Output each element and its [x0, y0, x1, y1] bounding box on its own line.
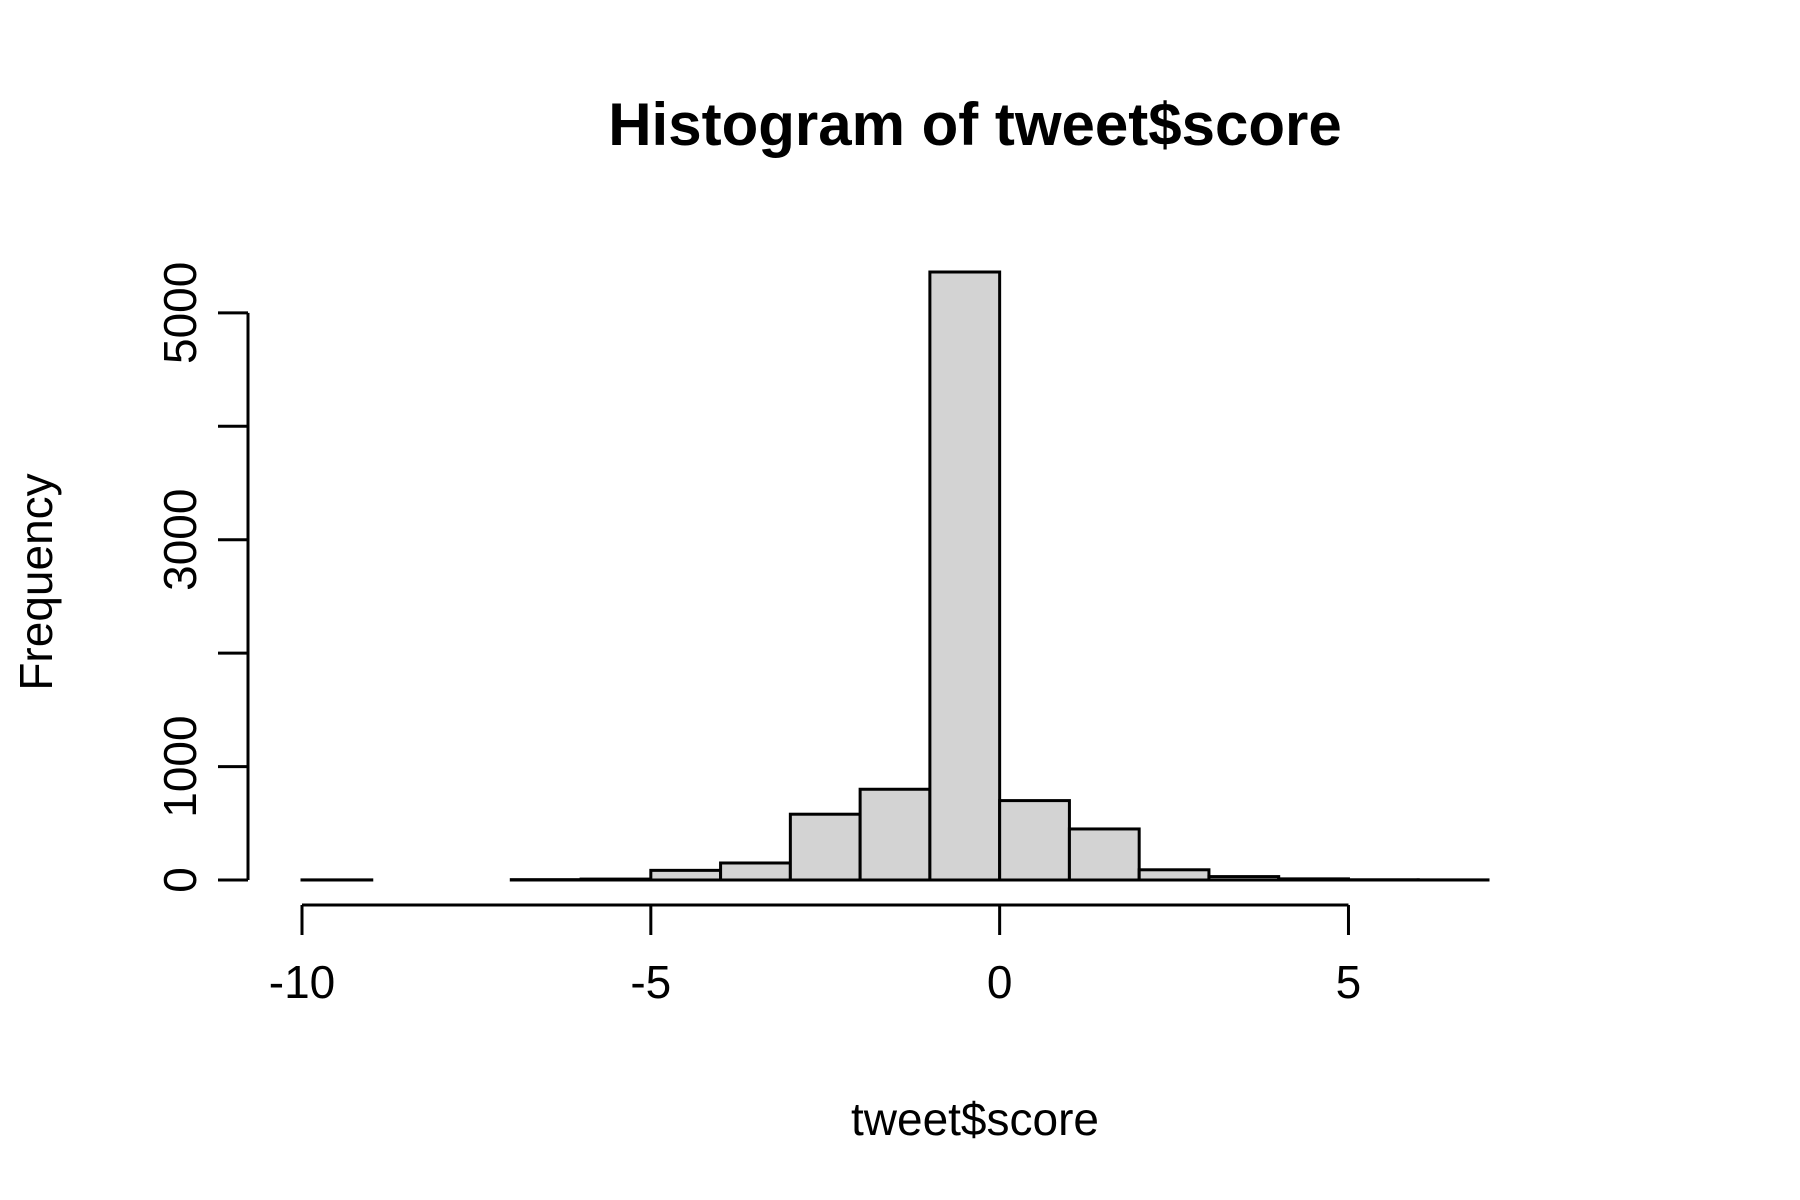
y-axis-label: Frequency	[10, 473, 62, 690]
y-axis: 0 1000 3000 5000	[154, 262, 250, 893]
x-tick-label: -5	[630, 956, 671, 1008]
histogram-bar	[1137, 868, 1211, 882]
histogram-bar	[998, 799, 1071, 882]
x-tick-label: -10	[269, 956, 335, 1008]
histogram-bar	[858, 787, 932, 882]
bars-group	[300, 270, 1490, 882]
y-tick-label: 1000	[154, 715, 206, 817]
x-axis-label: tweet$score	[851, 1093, 1099, 1145]
x-tick-label: 0	[987, 956, 1013, 1008]
chart-title: Histogram of tweet$score	[608, 91, 1342, 158]
histogram-bar	[1277, 877, 1350, 882]
y-tick-label: 0	[154, 867, 206, 893]
x-tick-label: 5	[1336, 956, 1362, 1008]
histogram-bar	[579, 877, 653, 882]
histogram-bar	[649, 868, 723, 882]
y-tick-label: 5000	[154, 262, 206, 364]
histogram-bar	[928, 270, 1002, 882]
histogram-bar	[719, 861, 792, 882]
histogram-bar	[788, 812, 862, 882]
x-axis: -10 -5 0 5	[269, 903, 1362, 1008]
histogram-bar	[1067, 827, 1141, 882]
histogram-bar	[1207, 875, 1281, 882]
y-tick-label: 3000	[154, 489, 206, 591]
